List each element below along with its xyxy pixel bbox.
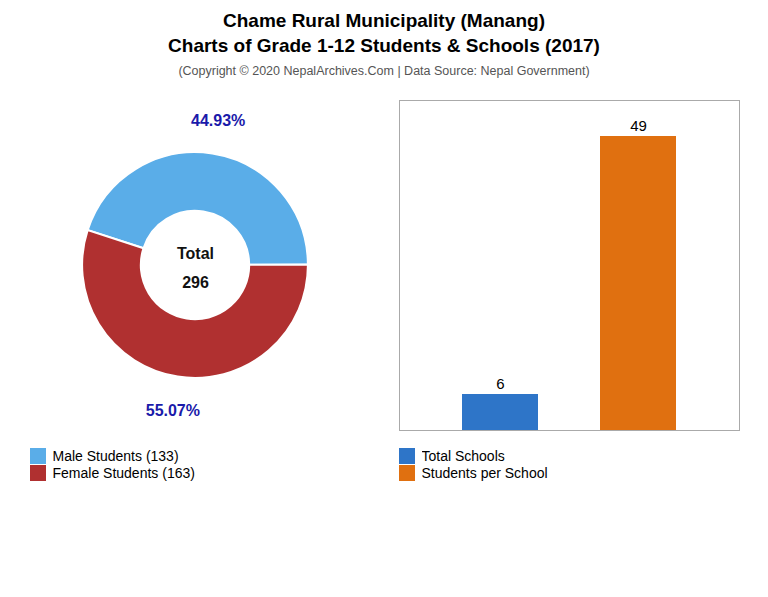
html-text:Female Students (163): Female Students (163) bbox=[52, 465, 195, 481]
svg-text:44.93%: 44.93% bbox=[191, 112, 245, 129]
html-text:Charts of Grade 1-12 Students: Charts of Grade 1-12 Students & Schools … bbox=[168, 35, 600, 56]
svg-text:49: 49 bbox=[630, 117, 647, 134]
svg-text:6: 6 bbox=[496, 375, 504, 392]
svg-text:55.07%: 55.07% bbox=[145, 402, 199, 419]
html-text:Total Schools: Total Schools bbox=[421, 448, 505, 464]
html-text:Students per School: Students per School bbox=[421, 465, 548, 481]
html-text:Male Students (133): Male Students (133) bbox=[52, 448, 179, 464]
svg-text:Total: Total bbox=[176, 245, 213, 262]
html-text:(Copyright © 2020 NepalArchive: (Copyright © 2020 NepalArchives.Com | Da… bbox=[178, 64, 590, 78]
html-text:Chame Rural Municipality (Mana: Chame Rural Municipality (Manang) bbox=[223, 10, 545, 31]
svg-text:296: 296 bbox=[182, 274, 209, 291]
